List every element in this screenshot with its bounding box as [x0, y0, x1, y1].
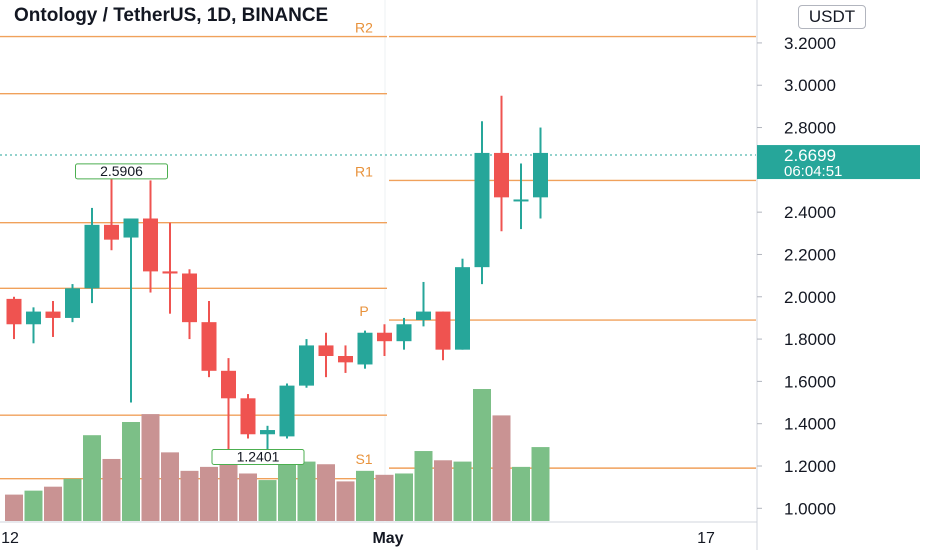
candle-body	[455, 267, 470, 350]
candle-body	[357, 332, 373, 365]
price-tick-label: 1.0000	[784, 499, 836, 518]
volume-bar	[297, 461, 316, 521]
volume-bar	[395, 473, 413, 521]
price-tick-label: 2.8000	[784, 119, 836, 138]
candle-body	[26, 311, 41, 325]
volume-bar	[258, 480, 277, 521]
low-marker-box	[211, 449, 305, 466]
volume-bar	[161, 452, 179, 521]
time-tick-label: May	[372, 530, 403, 547]
pivot-label-r2: R2	[355, 20, 373, 36]
price-tick-label: 1.2000	[784, 457, 836, 476]
candle-body	[104, 224, 119, 240]
price-axis: 3.20003.00002.80002.60002.40002.20002.00…	[757, 34, 920, 518]
candle-body	[182, 273, 197, 323]
candle-body	[396, 324, 412, 342]
currency-selector-button[interactable]: USDT	[798, 5, 866, 29]
volume-bar	[200, 466, 218, 521]
volume-bar	[239, 473, 257, 521]
price-tick-label: 1.8000	[784, 330, 836, 349]
chart-title[interactable]: Ontology / TetherUS, 1D, BINANCE	[14, 5, 329, 26]
last-price-countdown: 06:04:51	[784, 163, 842, 180]
candle-body	[240, 398, 256, 435]
candle-body	[377, 332, 392, 342]
volume-bar	[278, 462, 296, 521]
candle-body	[318, 345, 334, 356]
candle-body	[143, 218, 158, 272]
pivot-lines: R2 R1 P S1	[0, 20, 756, 480]
candle-body	[474, 152, 490, 268]
volume-bar	[492, 415, 511, 521]
high-marker-label: 2.5906	[100, 163, 143, 179]
volume-bar	[414, 451, 433, 521]
last-price-badge	[757, 145, 920, 180]
pivot-label-r1: R1	[355, 163, 373, 179]
low-marker-label: 1.2401	[237, 449, 280, 465]
candle-body	[416, 311, 431, 321]
pivot-label-p: P	[359, 303, 368, 319]
time-tick-label: 17	[697, 530, 715, 547]
volume-bar	[336, 481, 355, 521]
volume-bar	[102, 458, 121, 521]
high-marker-box	[75, 163, 168, 180]
price-tick-label: 3.2000	[784, 34, 836, 53]
volume-bar	[453, 461, 472, 521]
volume-bar	[219, 462, 238, 521]
volume-bar	[180, 470, 199, 521]
price-markers: 2.5906 1.2401	[75, 163, 305, 466]
candle-body	[279, 385, 295, 437]
candle-body	[45, 311, 61, 318]
volume-bar	[122, 422, 140, 521]
candle-body	[435, 311, 451, 350]
volume-bar	[5, 494, 23, 521]
price-tick-label: 3.0000	[784, 76, 836, 95]
volume-bar	[63, 478, 82, 521]
candle-body	[6, 298, 22, 325]
candle-body	[201, 322, 217, 371]
candle-body	[299, 345, 314, 386]
volume-bar	[512, 466, 530, 521]
volume-bar	[83, 435, 101, 521]
price-tick-label: 1.6000	[784, 372, 836, 391]
pivot-label-s1: S1	[355, 451, 372, 467]
volume-bar	[473, 389, 491, 521]
price-tick-label: 1.4000	[784, 415, 836, 434]
candlesticks	[6, 95, 548, 458]
candle-body	[494, 152, 509, 198]
price-tick-label: 2.2000	[784, 245, 836, 264]
volume-bar	[434, 460, 452, 521]
volume-bars	[5, 389, 550, 521]
price-tick-label: 2.0000	[784, 288, 836, 307]
price-tick-label: 2.4000	[784, 203, 836, 222]
candle-body	[123, 218, 139, 238]
time-tick-label: 12	[1, 530, 19, 547]
candle-body	[338, 356, 353, 363]
time-axis: 12 May 17	[1, 530, 715, 547]
volume-bar	[531, 447, 550, 521]
candle-body	[84, 224, 100, 289]
candle-body	[162, 271, 178, 274]
volume-bar	[141, 414, 160, 521]
candle-body	[65, 288, 80, 318]
last-price-value: 2.6699	[784, 146, 836, 165]
candle-body	[533, 152, 548, 198]
candle-body	[221, 370, 236, 399]
candle-body	[513, 199, 529, 202]
candle-body	[260, 430, 275, 435]
volume-bar	[375, 474, 394, 521]
volume-bar	[44, 486, 62, 521]
volume-bar	[356, 470, 374, 521]
price-axis-bg	[757, 0, 932, 550]
volume-bar	[317, 464, 335, 521]
volume-bar	[24, 490, 43, 521]
